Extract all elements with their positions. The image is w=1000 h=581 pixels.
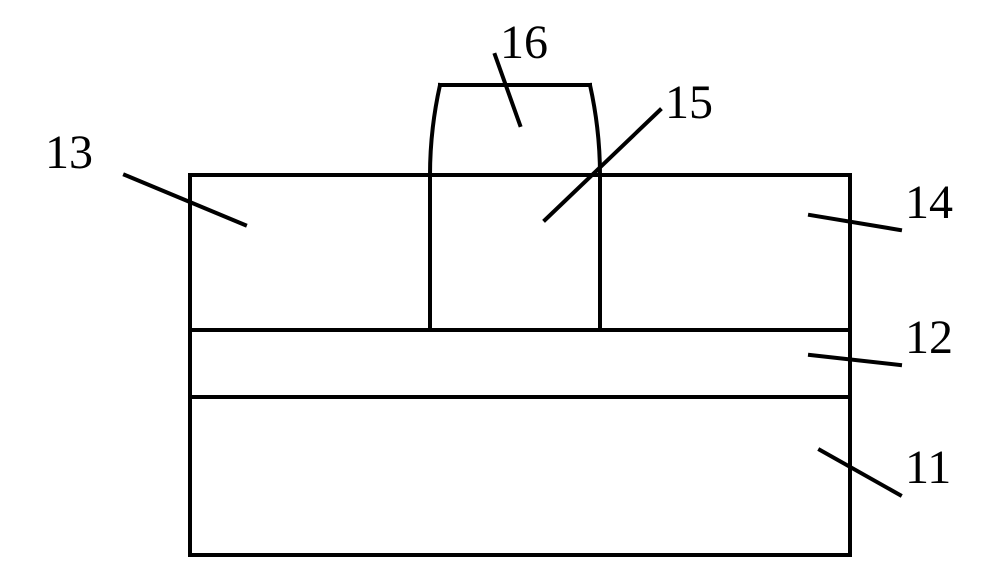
label-l13: 13 <box>45 125 93 180</box>
leader-l12 <box>810 355 900 365</box>
label-l15: 15 <box>665 75 713 130</box>
cross-section-diagram <box>0 0 1000 581</box>
leader-l14 <box>810 215 900 230</box>
leader-l13 <box>125 175 245 225</box>
label-l16: 16 <box>500 15 548 70</box>
label-l12: 12 <box>905 310 953 365</box>
label-l11: 11 <box>905 440 951 495</box>
leader-l11 <box>820 450 900 495</box>
leader-l15 <box>545 110 660 220</box>
top-block-left-side <box>430 85 440 175</box>
label-l14: 14 <box>905 175 953 230</box>
top-block-right-side <box>590 85 600 175</box>
